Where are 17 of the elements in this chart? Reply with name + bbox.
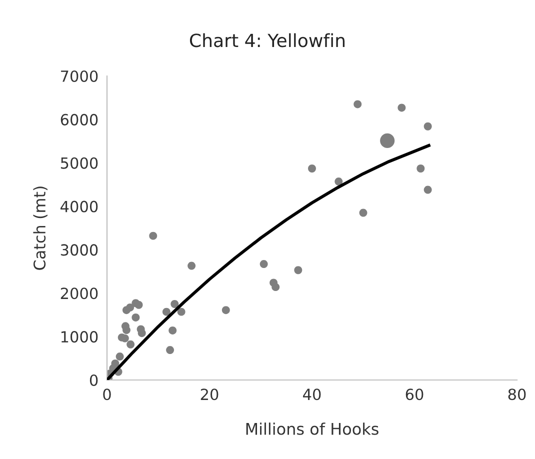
y-tick-label: 2000 <box>60 288 98 300</box>
y-tick-label: 3000 <box>60 244 98 256</box>
x-tick-label: 20 <box>200 388 218 400</box>
y-axis-title: Catch (mt) <box>33 186 48 270</box>
y-tick-label: 7000 <box>61 70 98 82</box>
x-tick-label: 40 <box>303 388 321 400</box>
x-axis-title: Millions of Hooks <box>246 422 378 435</box>
y-tick-label: 5000 <box>60 157 98 169</box>
y-tick-label: 4000 <box>60 200 98 212</box>
chart-title: Chart 4: Yellowfin <box>190 33 345 48</box>
y-tick-label: 1000 <box>61 331 98 343</box>
x-tick-label: 80 <box>508 388 526 400</box>
x-tick-label: 60 <box>406 388 424 400</box>
y-tick-label: 0 <box>90 374 98 386</box>
y-tick-label: 6000 <box>60 114 98 126</box>
x-tick-label: 0 <box>103 388 111 400</box>
line-series <box>107 144 430 380</box>
